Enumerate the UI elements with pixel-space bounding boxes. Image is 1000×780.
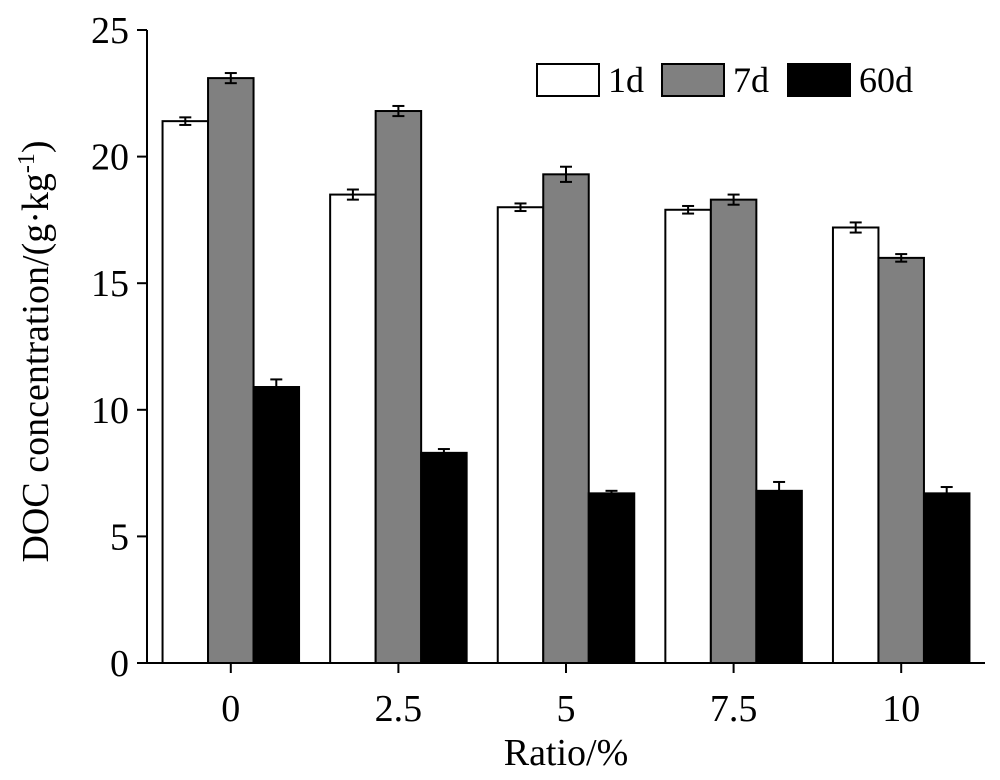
bar-7d-10 [877, 256, 925, 664]
legend-swatch-60d [787, 63, 851, 97]
bar-60d-5 [587, 492, 636, 664]
legend: 1d 7d 60d [536, 60, 913, 100]
bar-1d-0 [161, 120, 210, 665]
bar-7d-5 [542, 173, 590, 664]
y-tick-label: 20 [91, 137, 129, 179]
legend-label-60d: 60d [859, 60, 913, 100]
y-tick-label: 5 [110, 516, 129, 558]
y-tick-label: 10 [91, 390, 129, 432]
bars-layer [161, 72, 971, 665]
y-axis-title-superscript: -1 [14, 153, 40, 173]
y-tick-label: 0 [110, 643, 129, 685]
axes-layer: 0 5 10 15 20 25 0 2.5 5 7.5 10 [91, 10, 985, 730]
bar-1d-7.5 [664, 208, 712, 664]
y-axis-title: DOC concentration/(g·kg-1) [14, 140, 57, 562]
bar-60d-2.5 [420, 451, 468, 664]
bar-7d-2.5 [374, 110, 423, 665]
x-tick-label: 7.5 [710, 688, 758, 730]
bar-7d-0 [207, 77, 255, 665]
legend-swatch-1d [536, 63, 600, 97]
bar-60d-10 [922, 492, 971, 664]
legend-label-1d: 1d [608, 60, 644, 100]
y-axis-title-suffix: ) [15, 140, 57, 153]
bar-60d-7.5 [755, 489, 803, 664]
y-axis-title-main: DOC concentration/(g·kg [15, 173, 57, 562]
x-tick-label: 5 [557, 688, 576, 730]
bar-1d-10 [831, 226, 880, 664]
bar-60d-0 [252, 386, 301, 664]
legend-label-7d: 7d [733, 60, 769, 100]
y-tick-label: 15 [91, 263, 129, 305]
x-tick-label: 2.5 [375, 688, 423, 730]
x-tick-label: 0 [221, 688, 240, 730]
y-tick-label: 25 [91, 10, 129, 52]
x-axis-title: Ratio/% [504, 732, 629, 774]
bar-7d-7.5 [709, 198, 758, 664]
bar-1d-5 [496, 206, 545, 665]
x-tick-label: 10 [882, 688, 920, 730]
bar-1d-2.5 [329, 193, 377, 665]
legend-swatch-7d [661, 63, 725, 97]
